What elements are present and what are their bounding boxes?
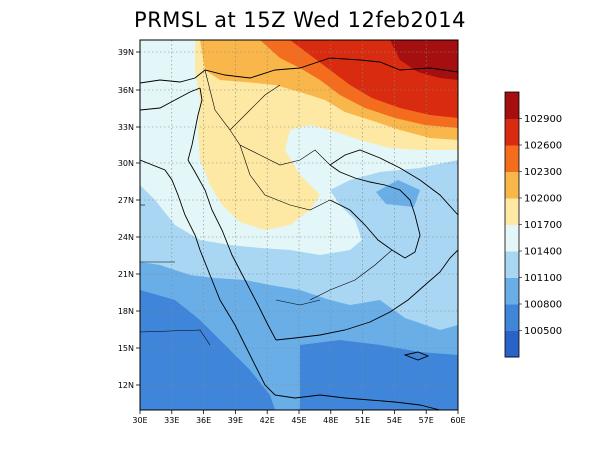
band-100500-south xyxy=(300,340,458,410)
lon-label: 57E xyxy=(419,416,434,425)
lon-label: 30E xyxy=(132,416,147,425)
colorbar-label: 101100 xyxy=(524,273,562,284)
lon-label: 42E xyxy=(260,416,275,425)
lon-label: 36E xyxy=(196,416,211,425)
colorbar-label: 102300 xyxy=(524,167,562,178)
lon-label: 60E xyxy=(450,416,465,425)
colorbar-label: 100800 xyxy=(524,300,562,311)
colorbar-swatch xyxy=(505,145,519,172)
lon-label: 33E xyxy=(164,416,179,425)
lat-label: 36N xyxy=(118,86,134,95)
colorbar-label: 101700 xyxy=(524,220,562,231)
lat-lon-grid xyxy=(140,40,458,410)
colorbar-swatch xyxy=(505,224,519,252)
lat-label: 39N xyxy=(118,48,134,57)
lat-label: 15N xyxy=(118,344,134,353)
map-title: PRMSL at 15Z Wed 12feb2014 xyxy=(134,8,466,32)
colorbar-label: 101400 xyxy=(524,247,562,258)
colorbar-swatch xyxy=(505,118,519,146)
colorbar-label: 102900 xyxy=(524,114,562,125)
colorbar-swatch xyxy=(505,92,519,119)
coastlines xyxy=(140,57,458,410)
colorbar-swatch xyxy=(505,198,519,225)
lat-label: 33N xyxy=(118,123,134,132)
lat-label: 27N xyxy=(118,196,134,205)
lon-label: 54E xyxy=(387,416,402,425)
colorbar-swatch xyxy=(505,251,519,278)
lon-label: 48E xyxy=(323,416,338,425)
lat-label: 18N xyxy=(118,307,134,316)
colorbar-label: 102000 xyxy=(524,194,562,205)
lat-label: 30N xyxy=(118,159,134,168)
colorbar: 102900 102600 102300 102000 101700 101400 1011… xyxy=(504,91,562,358)
band-100500-west xyxy=(140,290,275,410)
colorbar-label: 100500 xyxy=(524,326,562,337)
colorbar-label: 102600 xyxy=(524,141,562,152)
latitude-labels: 39N 36N 33N 30N 27N 24N 21N 18N 15N 12N xyxy=(118,48,140,390)
lon-label: 45E xyxy=(291,416,306,425)
lat-label: 21N xyxy=(118,270,134,279)
colorbar-swatch xyxy=(505,277,519,305)
colorbar-swatch xyxy=(505,304,519,331)
lon-label: 39E xyxy=(228,416,243,425)
colorbar-swatch xyxy=(505,171,519,199)
lat-label: 24N xyxy=(118,233,134,242)
lat-label: 12N xyxy=(118,381,134,390)
longitude-labels: 30E 33E 36E 39E 42E 45E 48E 51E 54E 57E 60E xyxy=(132,410,466,425)
lon-label: 51E xyxy=(355,416,370,425)
colorbar-swatch xyxy=(505,330,519,358)
